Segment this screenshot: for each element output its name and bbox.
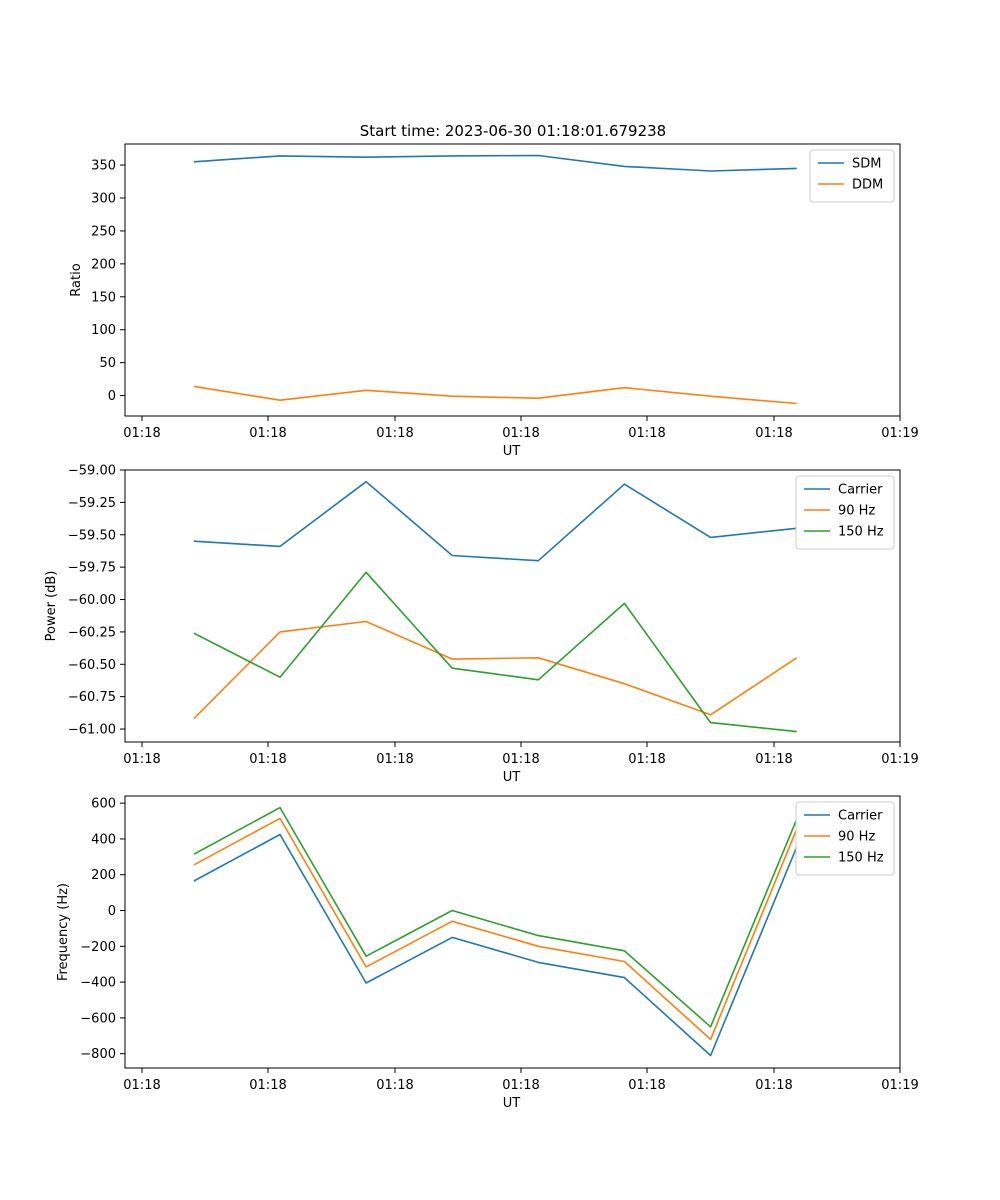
x-axis-label: UT	[503, 444, 521, 459]
x-tick-label: 01:18	[502, 426, 539, 441]
y-tick-label: 150	[91, 290, 116, 305]
series-line-90-hz	[193, 817, 798, 1041]
x-tick-label: 01:19	[881, 752, 918, 767]
x-tick-label: 01:18	[502, 1078, 539, 1093]
axes-frame	[124, 469, 901, 743]
y-tick-label: 200	[91, 868, 116, 883]
x-tick-label: 01:18	[123, 426, 160, 441]
legend-label: 150 Hz	[838, 525, 884, 540]
series-line-carrier	[193, 833, 798, 1057]
legend-label: DDM	[852, 178, 883, 193]
chart-panels: 01:18 01:18 01:18 01:18 01:18 01:18 01:19 0 50 10…	[44, 143, 919, 1111]
legend-label: Carrier	[838, 809, 883, 824]
y-axis-label: Ratio	[69, 263, 84, 296]
y-tick-label: −200	[80, 940, 116, 955]
legend-label: 90 Hz	[838, 504, 875, 519]
y-tick-label: −600	[80, 1011, 116, 1026]
x-tick-label: 01:18	[123, 1078, 160, 1093]
series-line-ddm	[193, 385, 797, 405]
y-tick-label: −61.00	[68, 723, 116, 738]
y-tick-label: 50	[99, 356, 116, 371]
y-tick-label: −60.50	[68, 658, 116, 673]
x-axis-label: UT	[503, 1096, 521, 1111]
x-axis-label: UT	[503, 770, 521, 785]
x-tick-label: 01:18	[249, 426, 286, 441]
legend-label: SDM	[852, 157, 881, 172]
x-tick-label: 01:19	[881, 426, 918, 441]
figure-title: Start time: 2023-06-30 01:18:01.679238	[360, 122, 666, 140]
x-tick-label: 01:18	[628, 1078, 665, 1093]
legend-label: Carrier	[838, 483, 883, 498]
y-tick-label: 400	[91, 832, 116, 847]
y-tick-label: −400	[80, 976, 116, 991]
chart-panel-2: 01:18 01:18 01:18 01:18 01:18 01:18 01:19 −61.0…	[44, 464, 919, 786]
axes-frame	[124, 143, 901, 417]
x-tick-label: 01:18	[628, 426, 665, 441]
series-line-carrier	[193, 480, 797, 562]
x-tick-label: 01:18	[376, 1078, 413, 1093]
chart-panel-1: 01:18 01:18 01:18 01:18 01:18 01:18 01:19 0 50 10…	[69, 143, 919, 459]
series-line-sdm	[193, 154, 797, 172]
y-tick-label: 100	[91, 323, 116, 338]
y-tick-label: 0	[108, 389, 116, 404]
x-tick-label: 01:18	[376, 752, 413, 767]
y-tick-label: −60.75	[68, 690, 116, 705]
series-line-150-hz	[193, 806, 798, 1028]
series-line-150-hz	[193, 571, 797, 733]
x-tick-label: 01:18	[376, 426, 413, 441]
x-tick-label: 01:18	[249, 1078, 286, 1093]
y-tick-label: 200	[91, 257, 116, 272]
y-tick-label: −59.50	[68, 528, 116, 543]
y-tick-label: 600	[91, 797, 116, 812]
y-tick-label: −60.00	[68, 593, 116, 608]
axes-frame	[124, 795, 901, 1069]
y-tick-label: 350	[91, 159, 116, 174]
x-tick-label: 01:18	[755, 426, 792, 441]
chart-panel-3: 01:18 01:18 01:18 01:18 01:18 01:18 01:19 −800 −…	[56, 795, 919, 1111]
x-tick-label: 01:18	[502, 752, 539, 767]
y-tick-label: 300	[91, 192, 116, 207]
x-tick-label: 01:18	[249, 752, 286, 767]
y-tick-label: −59.75	[68, 561, 116, 576]
x-tick-label: 01:19	[881, 1078, 918, 1093]
y-tick-label: −60.25	[68, 625, 116, 640]
y-axis-label: Frequency (Hz)	[56, 883, 71, 981]
y-axis-label: Power (dB)	[44, 571, 59, 642]
x-tick-label: 01:18	[755, 1078, 792, 1093]
x-tick-label: 01:18	[755, 752, 792, 767]
y-tick-label: 0	[108, 904, 116, 919]
x-tick-label: 01:18	[628, 752, 665, 767]
series-line-90-hz	[193, 620, 798, 720]
legend-label: 90 Hz	[838, 830, 875, 845]
x-tick-label: 01:18	[123, 752, 160, 767]
y-tick-label: −59.00	[68, 464, 116, 479]
y-tick-label: 250	[91, 224, 116, 239]
y-tick-label: −800	[80, 1047, 116, 1062]
y-tick-label: −59.25	[68, 496, 116, 511]
legend-label: 150 Hz	[838, 851, 884, 866]
